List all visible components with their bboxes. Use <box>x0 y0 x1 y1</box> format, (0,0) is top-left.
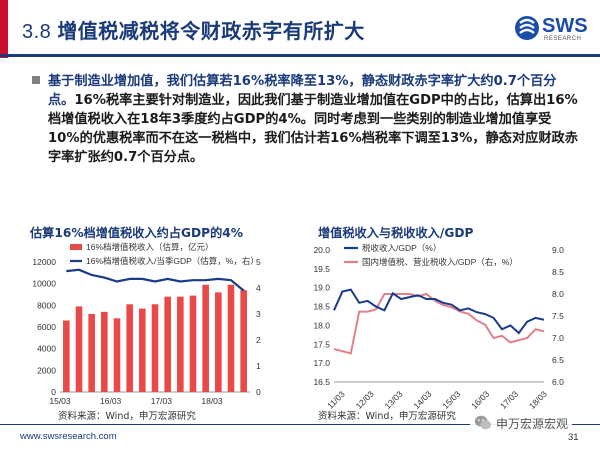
y-right-tick-label: 8.5 <box>552 267 564 277</box>
y-left-tick-label: 2000 <box>37 365 56 375</box>
bar <box>75 306 83 392</box>
header-divider <box>0 54 600 57</box>
x-tick-label: 18/03 <box>201 396 223 406</box>
page-number: 31 <box>568 432 579 443</box>
footer-url[interactable]: www.swsresearch.com <box>20 431 117 442</box>
x-tick-label: 16/03 <box>469 389 491 410</box>
bullet-text: 基于制造业增加值，我们估算若16%税率降至13%，静态财政赤字率扩大约0.7个百… <box>48 72 578 167</box>
y-left-tick-label: 4000 <box>37 344 56 354</box>
bar <box>240 290 247 392</box>
bar <box>113 318 121 392</box>
y-left-tick-label: 18.0 <box>313 320 330 330</box>
header: 3.8 增值税减税将令财政赤字有所扩大 SWS RESEARCH <box>0 0 600 58</box>
page-title: 3.8 增值税减税将令财政赤字有所扩大 <box>22 15 365 44</box>
y-left-tick-label: 0 <box>51 387 56 397</box>
left-chart-title: 估算16%档增值税收入约占GDP的4% <box>30 226 243 240</box>
left-chart-source: 资料来源：Wind，申万宏源研究 <box>58 411 196 422</box>
series-line-vat-business-tax <box>333 292 545 355</box>
legend-label-vat-business-tax: 国内增值税、营业税收入/GDP（右，%） <box>362 257 518 267</box>
y-left-tick-label: 17.5 <box>313 339 330 349</box>
y-right-tick-label: 9.0 <box>552 245 564 255</box>
right-chart-title: 增值税收入与税收收入/GDP <box>318 226 474 240</box>
bar <box>63 320 70 392</box>
header-accent-bar <box>0 0 8 58</box>
bullet-body: 16%税率主要针对制造业，因此我们基于制造业增加值在GDP中的占比，估算出16%… <box>48 93 578 165</box>
y-right-tick-label: 7.5 <box>552 311 564 321</box>
x-tick-label: 12/03 <box>354 389 376 410</box>
legend-label-bars: 16%档增值税收入（估算，亿元） <box>86 242 214 252</box>
x-tick-label: 17/03 <box>498 389 520 410</box>
sws-logo: SWS RESEARCH <box>514 13 594 47</box>
y-right-tick-label: 6.0 <box>552 377 564 387</box>
left-chart: 0 2000 4000 6000 8000 10000 12000 0 1 2 3 4 5 15/03 16… <box>32 242 261 406</box>
bar <box>101 311 108 392</box>
bar <box>126 304 133 392</box>
sws-logo-icon <box>515 16 539 40</box>
legend-swatch-bars <box>70 244 82 250</box>
y-left-tick-label: 8000 <box>37 300 56 310</box>
y-left-tick-label: 12000 <box>32 257 56 267</box>
y-right-tick-label: 1 <box>256 361 261 371</box>
y-right-tick-label: 8.0 <box>552 289 564 299</box>
bar <box>177 296 184 392</box>
bullet-paragraph: 基于制造业增加值，我们估算若16%税率降至13%，静态财政赤字率扩大约0.7个百… <box>32 72 578 167</box>
x-tick-label: 18/03 <box>527 389 549 410</box>
y-right-tick-label: 0 <box>256 387 261 397</box>
wechat-account-name: 申万宏源宏观 <box>496 416 569 431</box>
x-tick-label: 17/03 <box>151 396 173 406</box>
y-right-tick-label: 6.5 <box>552 355 564 365</box>
x-tick-label: 15/03 <box>440 389 462 410</box>
bar <box>151 304 159 392</box>
y-left-tick-label: 16.5 <box>313 377 330 387</box>
y-right-tick-label: 4 <box>256 283 261 293</box>
x-tick-label: 15/03 <box>49 396 71 406</box>
bar <box>88 314 95 392</box>
bar <box>215 292 222 392</box>
y-left-tick-label: 19.5 <box>313 264 330 274</box>
footer-divider <box>0 424 600 425</box>
x-tick-label: 13/03 <box>383 389 405 410</box>
y-left-tick-label: 18.5 <box>313 302 330 312</box>
y-right-tick-label: 5 <box>256 257 261 267</box>
bar <box>189 295 197 392</box>
bar <box>139 308 146 392</box>
y-left-tick-label: 10000 <box>32 279 56 289</box>
title-text: 增值税减税将令财政赤字有所扩大 <box>57 19 365 43</box>
y-left-tick-label: 19.0 <box>313 283 330 293</box>
series-line-tax-revenue <box>333 288 545 335</box>
series-line-gdp-ratio <box>66 268 245 292</box>
y-right-tick-label: 7.0 <box>552 333 564 343</box>
x-tick-label: 14/03 <box>411 389 433 410</box>
bar <box>164 296 171 392</box>
section-number: 3.8 <box>22 21 52 43</box>
x-tick-label: 16/03 <box>100 396 122 406</box>
y-left-tick-label: 17.0 <box>313 358 330 368</box>
wechat-icon <box>474 415 492 430</box>
y-left-tick-label: 20.0 <box>313 245 330 255</box>
x-tick-label: 11/03 <box>325 389 347 410</box>
wechat-watermark: 申万宏源宏观 <box>470 412 573 434</box>
bar <box>227 284 235 392</box>
bar <box>202 284 209 392</box>
right-chart: 16.5 17.0 17.5 18.0 18.5 19.0 19.5 20.0 6.0 6.5 7.… <box>313 243 564 410</box>
logo-text: SWS <box>542 15 588 37</box>
square-bullet-icon <box>32 76 40 84</box>
legend-label-tax-revenue: 税收收入/GDP（%） <box>362 243 441 253</box>
legend-label-line: 16%档增值税收入/当季GDP（估算，%，右） <box>86 256 259 266</box>
logo-subtext: RESEARCH <box>544 36 582 42</box>
y-left-tick-label: 6000 <box>37 322 56 332</box>
right-chart-source: 资料来源：Wind，申万宏源研究 <box>318 411 456 422</box>
y-right-tick-label: 2 <box>256 335 261 345</box>
bullet-lead: 基于制造业增加值，我们估算若16%税率降至13%，静态财政赤字率扩大约0.7个百… <box>48 74 557 108</box>
y-right-tick-label: 3 <box>256 309 261 319</box>
